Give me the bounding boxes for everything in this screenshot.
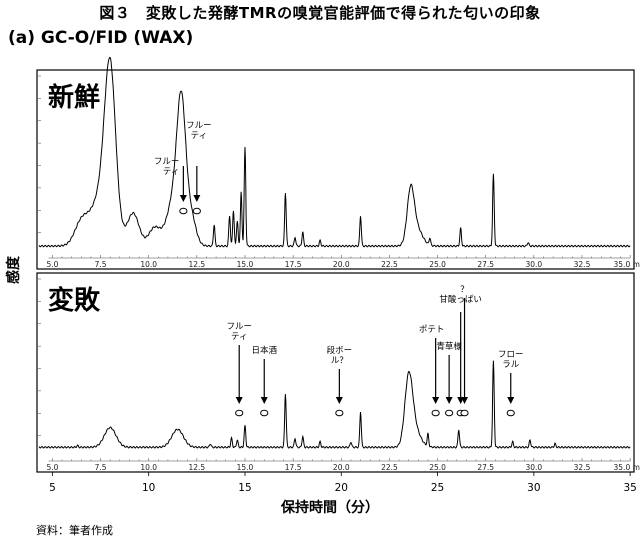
annotation-label: ポテト bbox=[419, 325, 445, 335]
panel-tick-label: 12.5 bbox=[188, 260, 205, 269]
panel-label-fresh: 新鮮 bbox=[48, 82, 100, 113]
figure-title: 図３ 変敗した発酵TMRの嗅覚官能評価で得られた匂いの印象 bbox=[99, 4, 541, 22]
annotation-label: 青草様 bbox=[436, 341, 462, 352]
odor-marker bbox=[235, 409, 244, 417]
panel-tick-label: 15.0 bbox=[237, 260, 254, 269]
panel-tick-label: 25.0 bbox=[429, 260, 446, 269]
annotation-arrow-head bbox=[335, 397, 343, 404]
annotation-label: 段ボー bbox=[327, 345, 353, 356]
annotation-label: 甘酸っぱい bbox=[439, 294, 482, 305]
panel-tick-label: 7.5 bbox=[95, 463, 107, 472]
odor-marker bbox=[260, 409, 269, 417]
panel-tick-label: 20.0 bbox=[333, 463, 350, 472]
x-axis-tick-label: 5 bbox=[49, 482, 56, 494]
annotation-label: ル？ bbox=[331, 356, 348, 366]
panel-fresh: 新鮮 5.0 7.5 10.0 12.5 15.0 17.5 20.0 22.5 25.0 27.… bbox=[36, 56, 640, 270]
odor-annotation: ポテト bbox=[419, 325, 445, 417]
x-axis-tick-label: 35 bbox=[623, 482, 636, 494]
odor-marker bbox=[460, 409, 469, 417]
panel-frame bbox=[36, 69, 635, 270]
odor-marker bbox=[192, 207, 201, 215]
panel-tick-label: 5.0 bbox=[46, 260, 58, 269]
annotation-label: ティ bbox=[191, 131, 208, 141]
figure-subtitle: (a) GC-O/FID (WAX) bbox=[8, 28, 194, 48]
annotation-arrow-head bbox=[193, 195, 201, 202]
x-axis-tick-label: 15 bbox=[238, 482, 251, 494]
panel-tick-label: 22.5 bbox=[381, 260, 398, 269]
annotation-label: フルー bbox=[186, 121, 212, 131]
annotation-arrow-head bbox=[507, 397, 515, 404]
panel-frame bbox=[36, 272, 635, 473]
odor-marker bbox=[506, 409, 515, 417]
x-axis-tick-label: 30 bbox=[527, 482, 540, 494]
odor-marker bbox=[335, 409, 344, 417]
panel-tick-label: 27.5 bbox=[477, 463, 494, 472]
panel-tick-label: 10.0 bbox=[140, 463, 157, 472]
annotation-label: ？ bbox=[460, 285, 469, 295]
annotation-label: ティ bbox=[163, 167, 180, 177]
annotation-label: 日本酒 bbox=[251, 345, 277, 356]
panel-tick-label: 22.5 bbox=[381, 463, 398, 472]
panel-tick-label: 7.5 bbox=[95, 260, 107, 269]
panel-tick-label: 10.0 bbox=[140, 260, 157, 269]
annotation-arrow-head bbox=[445, 397, 453, 404]
source-note: 資料：筆者作成 bbox=[36, 524, 113, 537]
panel-tick-label: 35.0 min bbox=[614, 260, 640, 269]
panel-label-spoiled: 変敗 bbox=[48, 285, 101, 316]
panel-tick-label: 35.0 min bbox=[614, 463, 640, 472]
annotation-arrow-head bbox=[235, 397, 243, 404]
annotation-arrow-head bbox=[179, 195, 187, 202]
odor-annotation: 日本酒 bbox=[251, 345, 277, 417]
odor-annotation: ？ bbox=[460, 285, 469, 417]
chromatogram-trace-spoiled bbox=[38, 360, 631, 449]
x-axis-title: 保持時間（分） bbox=[280, 499, 379, 516]
panel-tick-label: 30.0 bbox=[526, 260, 543, 269]
annotation-arrow-head bbox=[461, 397, 469, 404]
annotation-label: ラル bbox=[502, 360, 520, 370]
panel-tick-label: 30.0 bbox=[526, 463, 543, 472]
annotation-arrow-head bbox=[432, 397, 440, 404]
chromatogram-trace-fresh bbox=[38, 56, 631, 248]
annotation-label: ティ bbox=[231, 332, 248, 342]
odor-annotation: 甘酸っぱい bbox=[439, 294, 482, 417]
panel-tick-label: 17.5 bbox=[285, 260, 302, 269]
odor-marker bbox=[179, 207, 188, 215]
panel-tick-label: 27.5 bbox=[477, 260, 494, 269]
odor-marker bbox=[445, 409, 454, 417]
panel-tick-label: 17.5 bbox=[285, 463, 302, 472]
panel-tick-label: 5.0 bbox=[46, 463, 58, 472]
panel-tick-label: 32.5 bbox=[574, 260, 591, 269]
panel-tick-label: 12.5 bbox=[188, 463, 205, 472]
annotation-label: フロー bbox=[498, 350, 524, 360]
panel-spoiled: 変敗 5.0 7.5 10.0 12.5 15.0 17.5 20.0 22.5 25.0 27.… bbox=[36, 272, 640, 473]
annotation-label: フルー bbox=[154, 157, 180, 167]
panel-tick-label: 15.0 bbox=[237, 463, 254, 472]
y-axis-title: 感度 bbox=[5, 255, 22, 284]
odor-marker bbox=[431, 409, 440, 417]
panel-tick-label: 25.0 bbox=[429, 463, 446, 472]
x-axis-tick-label: 25 bbox=[431, 482, 444, 494]
odor-annotation: 青草様 bbox=[436, 341, 462, 417]
panel-tick-label: 20.0 bbox=[333, 260, 350, 269]
annotation-arrow-head bbox=[260, 397, 268, 404]
x-axis: 5 10 15 20 25 30 35 bbox=[49, 472, 637, 494]
x-axis-tick-label: 20 bbox=[335, 482, 348, 494]
panel-tick-label: 32.5 bbox=[574, 463, 591, 472]
annotation-label: フルー bbox=[226, 322, 252, 332]
x-axis-tick-label: 10 bbox=[142, 482, 155, 494]
